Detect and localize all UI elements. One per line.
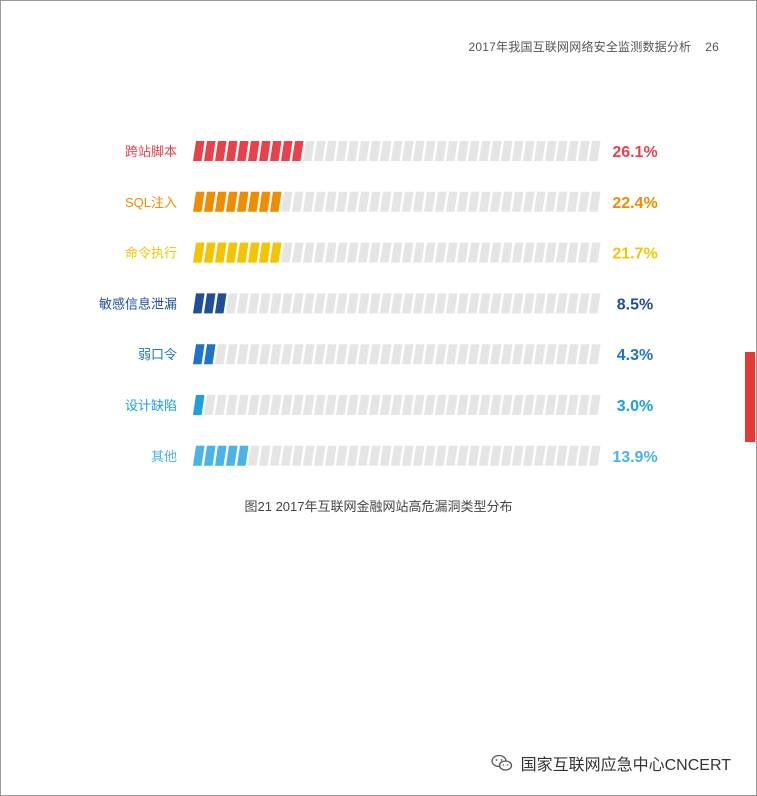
wechat-icon <box>490 754 512 771</box>
category-label: SQL注入 <box>125 195 177 210</box>
page-header: 2017年我国互联网网络安全监测数据分析 26 <box>469 38 719 55</box>
bar <box>193 445 249 466</box>
value-label: 3.0% <box>617 398 653 415</box>
category-label: 跨站脚本 <box>125 144 177 159</box>
value-label: 26.1% <box>612 144 657 161</box>
header-title: 2017年我国互联网网络安全监测数据分析 <box>468 40 692 54</box>
bar-track <box>193 344 601 365</box>
category-label: 命令执行 <box>125 246 177 261</box>
bar <box>193 344 216 365</box>
bar <box>193 191 282 212</box>
watermark: 国家互联网应急中心CNCERT <box>490 751 731 775</box>
bar-row: 跨站脚本 26.1% <box>125 141 658 161</box>
bar-track <box>193 445 601 466</box>
bar-row: 敏感信息泄漏 8.5% <box>99 293 653 314</box>
bar-row: 弱口令 4.3% <box>138 344 653 365</box>
category-label: 敏感信息泄漏 <box>99 296 177 311</box>
page-number: 26 <box>705 40 719 54</box>
side-tab-marker <box>745 352 755 442</box>
bar <box>193 141 304 161</box>
value-label: 13.9% <box>612 449 657 466</box>
bar-row: 设计缺陷 3.0% <box>125 395 653 415</box>
bar-track <box>193 395 601 415</box>
value-label: 22.4% <box>612 195 657 212</box>
bar-row: SQL注入 22.4% <box>125 191 658 212</box>
chart-caption: 图21 2017年互联网金融网站高危漏洞类型分布 <box>244 499 513 514</box>
bar <box>193 395 205 415</box>
category-label: 弱口令 <box>138 347 177 362</box>
bar-row: 其他 13.9% <box>151 445 658 466</box>
bar-row: 命令执行 21.7% <box>125 242 658 263</box>
bar <box>193 242 282 263</box>
bar <box>193 293 227 314</box>
value-label: 4.3% <box>617 347 653 364</box>
value-label: 21.7% <box>612 246 657 263</box>
watermark-text: 国家互联网应急中心CNCERT <box>520 757 731 774</box>
category-label: 其他 <box>151 449 177 464</box>
category-label: 设计缺陷 <box>125 398 177 413</box>
bar-chart: 跨站脚本 26.1% SQL注入 22.4% 命令执行 21.7% 敏感信息泄漏 8.5% 弱口… <box>99 141 658 466</box>
value-label: 8.5% <box>617 296 653 313</box>
bar-track <box>193 293 601 314</box>
